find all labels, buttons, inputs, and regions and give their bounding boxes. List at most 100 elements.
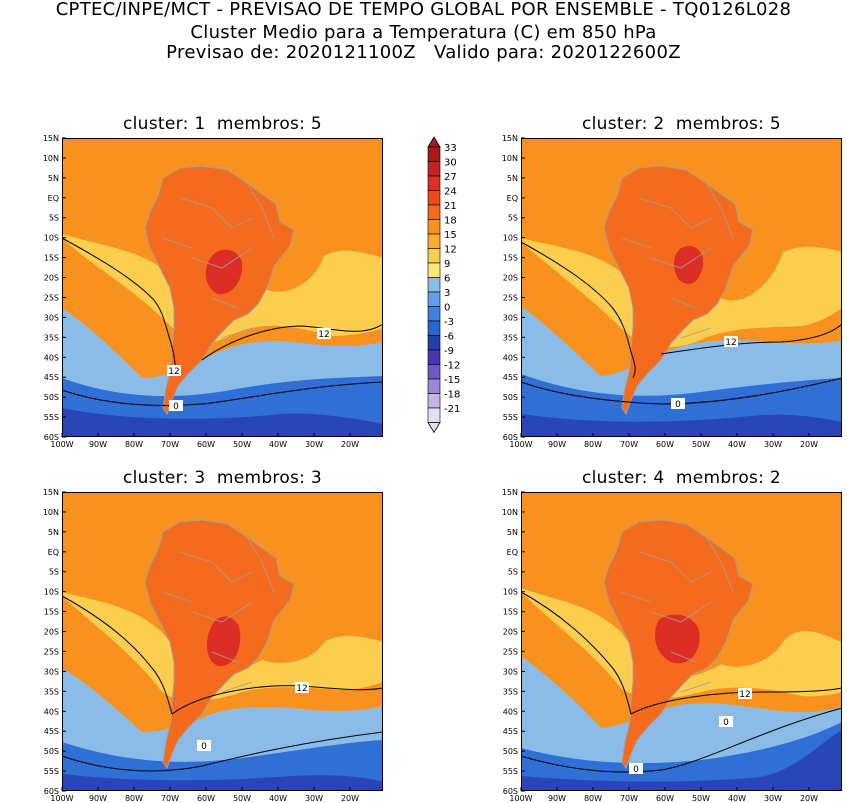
lat-tick-label: 50S <box>44 747 59 756</box>
colorbar-label: 9 <box>444 259 450 270</box>
warm-band <box>62 592 383 702</box>
lon-tick-label: 60W <box>197 440 215 449</box>
colorbar-swatch <box>427 248 441 264</box>
lon-tick-label: 100W <box>509 794 532 803</box>
contour-12 <box>201 323 384 361</box>
cold-region <box>521 722 842 791</box>
colorbar-label: -3 <box>444 317 454 328</box>
colorbar-swatch <box>427 349 441 365</box>
contour-label: 0 <box>723 718 729 728</box>
lat-tick-label: 5N <box>48 174 59 183</box>
lat-tick-label: 55S <box>44 413 59 422</box>
lat-tick-label: 5N <box>507 528 518 537</box>
lat-tick-label: 5S <box>508 214 518 223</box>
contour-12 <box>520 241 636 379</box>
map-panel-4: 12 0 0 15N 10N 5N EQ 5S 10S 15S 20S 25S 30S 35S 40S 45S… <box>502 488 843 803</box>
lat-tick-label: EQ <box>507 548 518 557</box>
lon-tick-label: 90W <box>89 794 107 803</box>
contour-label-box <box>295 682 309 693</box>
lat-tick-label: 10N <box>502 154 518 163</box>
lat-tick-label: 60S <box>44 433 59 442</box>
colorbar-label: 15 <box>444 230 457 241</box>
lon-tick-label: 80W <box>125 440 143 449</box>
lon-tick-label: 40W <box>728 440 746 449</box>
lon-tick-label: 60W <box>656 440 674 449</box>
lat-tick-label: 10S <box>503 588 518 597</box>
contour-label-box <box>719 716 733 727</box>
country-border <box>221 681 253 693</box>
country-border <box>620 237 652 249</box>
lon-tick-label: 100W <box>509 440 532 449</box>
country-border <box>211 297 238 309</box>
country-border <box>191 601 253 623</box>
lat-tick-label: 40S <box>503 707 518 716</box>
warm-band <box>521 588 842 699</box>
lon-tick-label: 40W <box>269 794 287 803</box>
lat-tick-label: EQ <box>48 194 59 203</box>
contour-12 <box>520 591 632 715</box>
panel-4-title: cluster: 4 membros: 2 <box>581 468 782 488</box>
country-border <box>650 601 712 623</box>
colorbar-label: 3 <box>444 288 450 299</box>
coastline <box>603 519 754 770</box>
country-border <box>650 247 712 269</box>
lon-tick-label: 60W <box>656 794 674 803</box>
contour-label: 0 <box>201 742 207 752</box>
lat-tick-label: 60S <box>503 433 518 442</box>
lat-tick-label: 35S <box>44 333 59 342</box>
map-frame <box>62 492 383 791</box>
country-border <box>246 182 275 239</box>
lat-tick-label: 30S <box>503 313 518 322</box>
contour-12 <box>61 237 176 375</box>
lat-tick-label: 15S <box>44 608 59 617</box>
lon-tick-label: 80W <box>125 794 143 803</box>
lat-tick-label: 20S <box>503 274 518 283</box>
colorbar-swatch <box>427 219 441 235</box>
lat-tick-label: 15S <box>503 608 518 617</box>
lat-tick-label: 55S <box>503 413 518 422</box>
lat-tick-label: 10S <box>44 588 59 597</box>
lat-tick-label: 35S <box>44 687 59 696</box>
contour-0 <box>520 707 843 773</box>
lon-tick-label: 100W <box>50 440 73 449</box>
lat-tick-label: 25S <box>44 647 59 656</box>
country-border <box>670 297 697 309</box>
lat-tick-label: 40S <box>503 353 518 362</box>
colorbar-swatch <box>427 190 441 206</box>
colorbar-swatch <box>427 364 441 380</box>
lat-tick-label: 50S <box>503 393 518 402</box>
contour-label-box <box>317 328 331 339</box>
colorbar-swatch <box>427 175 441 191</box>
colorbar-bottom-arrow <box>427 422 441 434</box>
contour-label: 0 <box>173 402 179 412</box>
contour-label: 12 <box>296 684 307 694</box>
header-line-3: Previsao de: 2020121100Z Valido para: 20… <box>166 42 681 63</box>
colorbar-swatch <box>427 320 441 336</box>
warm-band <box>521 238 842 348</box>
colorbar-label: -15 <box>444 375 460 386</box>
lat-tick-label: 25S <box>503 647 518 656</box>
contour-label: 12 <box>318 330 329 340</box>
colorbar-label: -9 <box>444 346 454 357</box>
colorbar-swatch <box>427 291 441 307</box>
contour-0 <box>520 377 843 405</box>
colorbar-swatch <box>427 306 441 322</box>
lat-tick-label: 60S <box>44 787 59 796</box>
contour-label-box <box>724 336 738 347</box>
lat-tick-label: 45S <box>44 373 59 382</box>
country-border <box>221 327 253 339</box>
lat-tick-label: EQ <box>48 548 59 557</box>
panel-1-title: cluster: 1 membros: 5 <box>122 114 323 134</box>
north-region <box>62 138 383 171</box>
colorbar-label: -21 <box>444 404 460 415</box>
colorbar-label: 12 <box>444 245 457 256</box>
lat-tick-label: 20S <box>44 274 59 283</box>
map-panel-3: 12 0 15N 10N 5N EQ 5S 10S 15S 20S 25S 30S 35S 40S 45S 5… <box>43 488 384 803</box>
header-line-1: CPTEC/INPE/MCT - PREVISAO DE TEMPO GLOBA… <box>55 0 792 20</box>
lon-tick-label: 30W <box>764 440 782 449</box>
lat-tick-label: 20S <box>44 628 59 637</box>
contour-12 <box>660 323 843 355</box>
colorbar-swatch <box>427 204 441 220</box>
lon-tick-label: 50W <box>692 794 710 803</box>
